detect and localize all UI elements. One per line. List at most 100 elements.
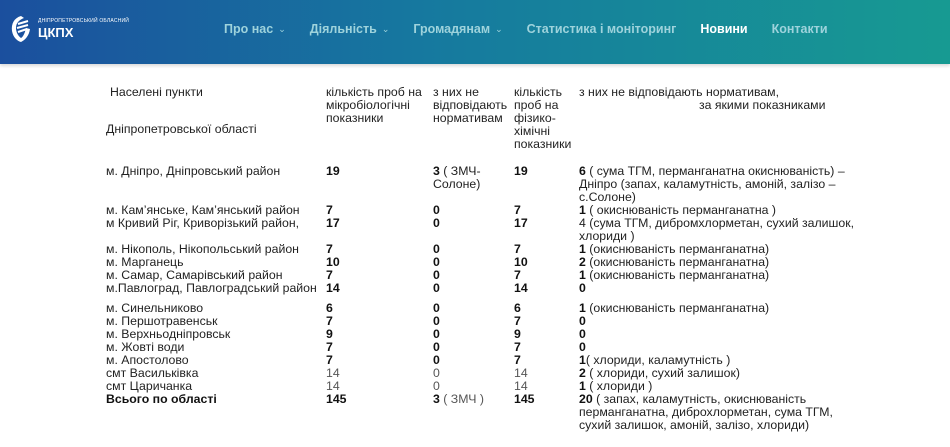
- cell-note: ( хлориди, каламутність ): [585, 353, 731, 367]
- cell-settlement: м. Апостолово: [104, 354, 324, 367]
- cell-value: 0: [579, 314, 586, 328]
- cell-value: 0: [433, 327, 440, 341]
- cell-value: 0: [433, 366, 440, 380]
- cell-micro: 9: [324, 328, 431, 341]
- cell-settlement: м Кривий Ріг, Криворізький район,: [104, 217, 324, 243]
- cell-value: 7: [514, 203, 521, 217]
- cell-settlement: смт Васильківка: [104, 367, 324, 380]
- header-text: Населені пункти: [110, 85, 203, 99]
- cell-settlement: м. Першотравенськ: [104, 315, 324, 328]
- cell-value: 1: [579, 203, 586, 217]
- settlement-name: м. Марганець: [106, 255, 184, 269]
- header-text: з них не відповідають нормативам,: [579, 85, 780, 99]
- cell-micro: 7: [324, 243, 431, 256]
- cell-settlement: м. Марганець: [104, 256, 324, 269]
- cell-value: 17: [326, 216, 340, 230]
- cell-note: ( хлориди ): [585, 379, 653, 393]
- logo-small-text: ДНІПРОПЕТРОВСЬКИЙ ОБЛАСНИЙ: [38, 18, 130, 24]
- table-row: м. Першотравенськ 7 0 7 0: [104, 315, 867, 328]
- cell-value: 7: [514, 340, 521, 354]
- cell-value: 1: [579, 353, 586, 367]
- nav-statistics[interactable]: Статистика і моніторинг: [527, 22, 677, 36]
- cell-value: 7: [326, 340, 333, 354]
- table-row: м. Нікополь, Нікопольський район 7 0 7 1…: [104, 243, 867, 256]
- cell-micro: 6: [324, 302, 431, 315]
- nav-news[interactable]: Новини: [700, 22, 747, 36]
- table-header-row: Населені пункти Дніпропетровської області…: [104, 86, 867, 165]
- header-micro-bad: з них не відповідають нормативам: [433, 85, 508, 125]
- cell-phys: 14: [512, 367, 577, 380]
- cell-phys: 19: [512, 165, 577, 204]
- nav-label: Про нас: [224, 22, 274, 36]
- logo-big-text: ЦКПХ: [38, 25, 74, 40]
- cell-micro-bad: 0: [431, 328, 512, 341]
- cell-micro: 19: [324, 165, 431, 204]
- nav-citizens[interactable]: Громадянам ⌄: [413, 22, 502, 36]
- cell-phys-bad: 0: [577, 315, 867, 328]
- table-row: м. Марганець 10 0 10 2 (окиснюваність пе…: [104, 256, 867, 269]
- settlement-name: м. Дніпро, Дніпровський район: [106, 164, 281, 178]
- cell-note: ( ЗМЧ-Солоне): [433, 164, 481, 191]
- cell-phys: 6: [512, 302, 577, 315]
- cell-note: ( окиснюваність перманганатна ): [585, 203, 776, 217]
- nav-activity[interactable]: Діяльність ⌄: [310, 22, 390, 36]
- cell-value: 7: [326, 203, 333, 217]
- chevron-down-icon: ⌄: [381, 23, 390, 34]
- settlement-name: Всього по області: [106, 392, 217, 406]
- cell-micro: 14: [324, 282, 431, 302]
- table-row: м Кривий Ріг, Криворізький район, 17 0 1…: [104, 217, 867, 243]
- cell-value: 10: [326, 255, 340, 269]
- cell-phys-bad: 20 ( запах, каламутність, окиснюваність …: [577, 393, 867, 432]
- cell-settlement: м. Синельниково: [104, 302, 324, 315]
- cell-settlement: м. Дніпро, Дніпровський район: [104, 165, 324, 204]
- settlement-name: м. Синельниково: [106, 301, 204, 315]
- cell-value: 14: [326, 281, 340, 295]
- cell-note: ( запах, каламутність, окиснюваність пер…: [579, 392, 833, 432]
- cell-settlement: м. Верхньодніпровськ: [104, 328, 324, 341]
- chevron-down-icon: ⌄: [495, 23, 503, 34]
- cell-phys-bad: 0: [577, 328, 867, 341]
- cell-value: 0: [433, 242, 440, 256]
- cell-value: 2: [579, 255, 586, 269]
- settlement-name: м. Першотравенськ: [106, 314, 218, 328]
- settlement-name: м Кривий Ріг, Криворізький район,: [106, 216, 300, 230]
- cell-value: 9: [326, 327, 333, 341]
- cell-phys-bad: 2 (окиснюваність перманганатна): [577, 256, 867, 269]
- cell-micro-bad: 0: [431, 204, 512, 217]
- cell-phys-bad: 6 ( сума ТГМ, перманганатна окиснюваніст…: [577, 165, 867, 204]
- cell-value: 9: [514, 327, 521, 341]
- cell-note: ( ЗМЧ ): [439, 392, 485, 406]
- cell-phys-bad: 4 (сума ТГМ, дибромхлорметан, сухий зали…: [577, 217, 867, 243]
- chevron-down-icon: ⌄: [278, 23, 286, 34]
- cell-micro-bad: 3 ( ЗМЧ-Солоне): [431, 165, 512, 204]
- cell-micro-bad: 0: [431, 315, 512, 328]
- settlement-name: м. Нікополь, Нікопольський район: [106, 242, 299, 256]
- main-nav: Про нас ⌄ Діяльність ⌄ Громадянам ⌄ Статист…: [224, 22, 852, 36]
- cell-value: 14: [514, 379, 528, 393]
- cell-settlement: м. Нікополь, Нікопольський район: [104, 243, 324, 256]
- nav-about[interactable]: Про нас ⌄: [224, 22, 286, 36]
- cell-phys-bad: 1 (окиснюваність перманганатна): [577, 269, 867, 282]
- table-row: м. Самар, Самарівський район 7 0 7 1 (ок…: [104, 269, 867, 282]
- cell-phys-bad: 2 ( хлориди, сухий залишок): [577, 367, 867, 380]
- logo[interactable]: ДНІПРОПЕТРОВСЬКИЙ ОБЛАСНИЙ ЦКПХ: [8, 14, 129, 44]
- cell-micro: 14: [324, 367, 431, 380]
- cell-micro: 7: [324, 341, 431, 354]
- table-row: смт Васильківка 14 0 14 2 ( хлориди, сух…: [104, 367, 867, 380]
- settlement-name: м. Кам’янське, Кам’янський район: [106, 203, 300, 217]
- header-settlements: Населені пункти Дніпропетровської області: [104, 86, 324, 165]
- cell-note: 4 (сума ТГМ, дибромхлорметан, сухий зали…: [579, 216, 855, 243]
- cell-micro-bad: 0: [431, 341, 512, 354]
- cell-value: 7: [326, 314, 333, 328]
- settlement-name: м. Верхньодніпровськ: [106, 327, 231, 341]
- cell-phys: 7: [512, 315, 577, 328]
- site-header: ДНІПРОПЕТРОВСЬКИЙ ОБЛАСНИЙ ЦКПХ Про нас ⌄…: [0, 0, 950, 64]
- nav-contacts[interactable]: Контакти: [772, 22, 828, 36]
- cell-value: 0: [433, 379, 440, 393]
- cell-value: 3: [433, 164, 440, 178]
- logo-emblem-icon: [11, 16, 30, 42]
- settlement-name: м. Апостолово: [106, 353, 189, 367]
- cell-phys: 7: [512, 243, 577, 256]
- cell-note: ( сума ТГМ, перманганатна окиснюваність)…: [579, 164, 845, 204]
- settlement-name: м. Жовті води: [106, 340, 185, 354]
